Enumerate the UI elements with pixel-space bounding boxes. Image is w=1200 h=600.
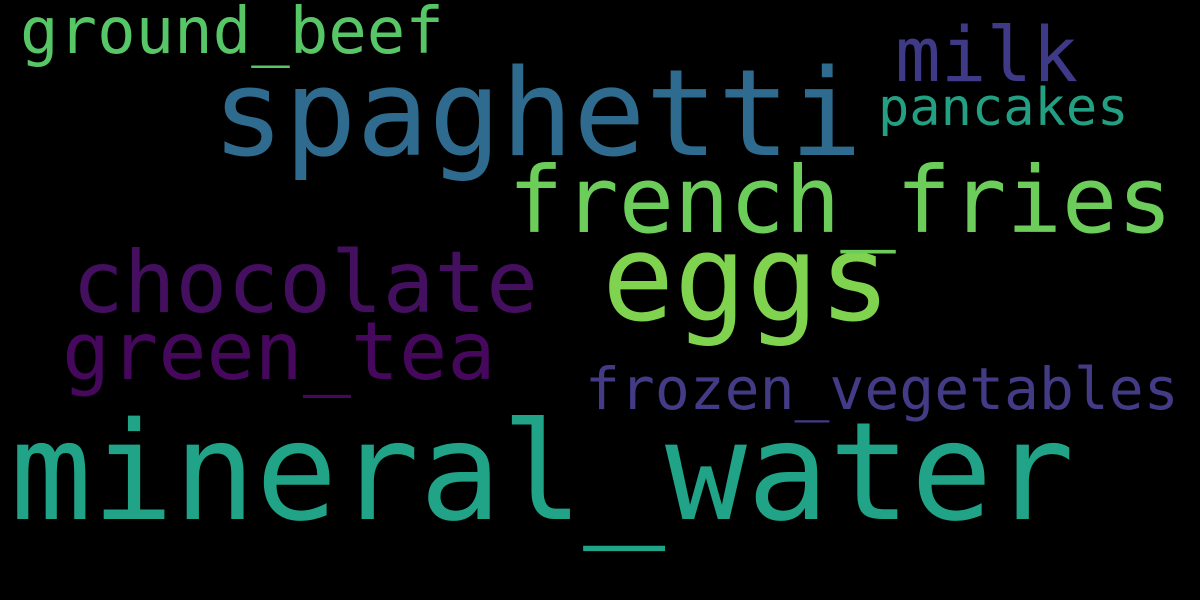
word-spaghetti: spaghetti [212, 45, 863, 184]
word-chocolate: chocolate [72, 233, 538, 333]
word-green-tea: green_tea [62, 305, 496, 398]
word-pancakes: pancakes [878, 78, 1129, 138]
word-frozen-vegetables: frozen_vegetables [585, 355, 1179, 423]
word-ground-beef: ground_beef [20, 0, 444, 69]
word-eggs: eggs [602, 210, 891, 349]
word-french-fries: french_fries [508, 147, 1173, 254]
word-milk: milk [895, 10, 1079, 99]
word-mineral-water: mineral_water [10, 394, 1075, 552]
